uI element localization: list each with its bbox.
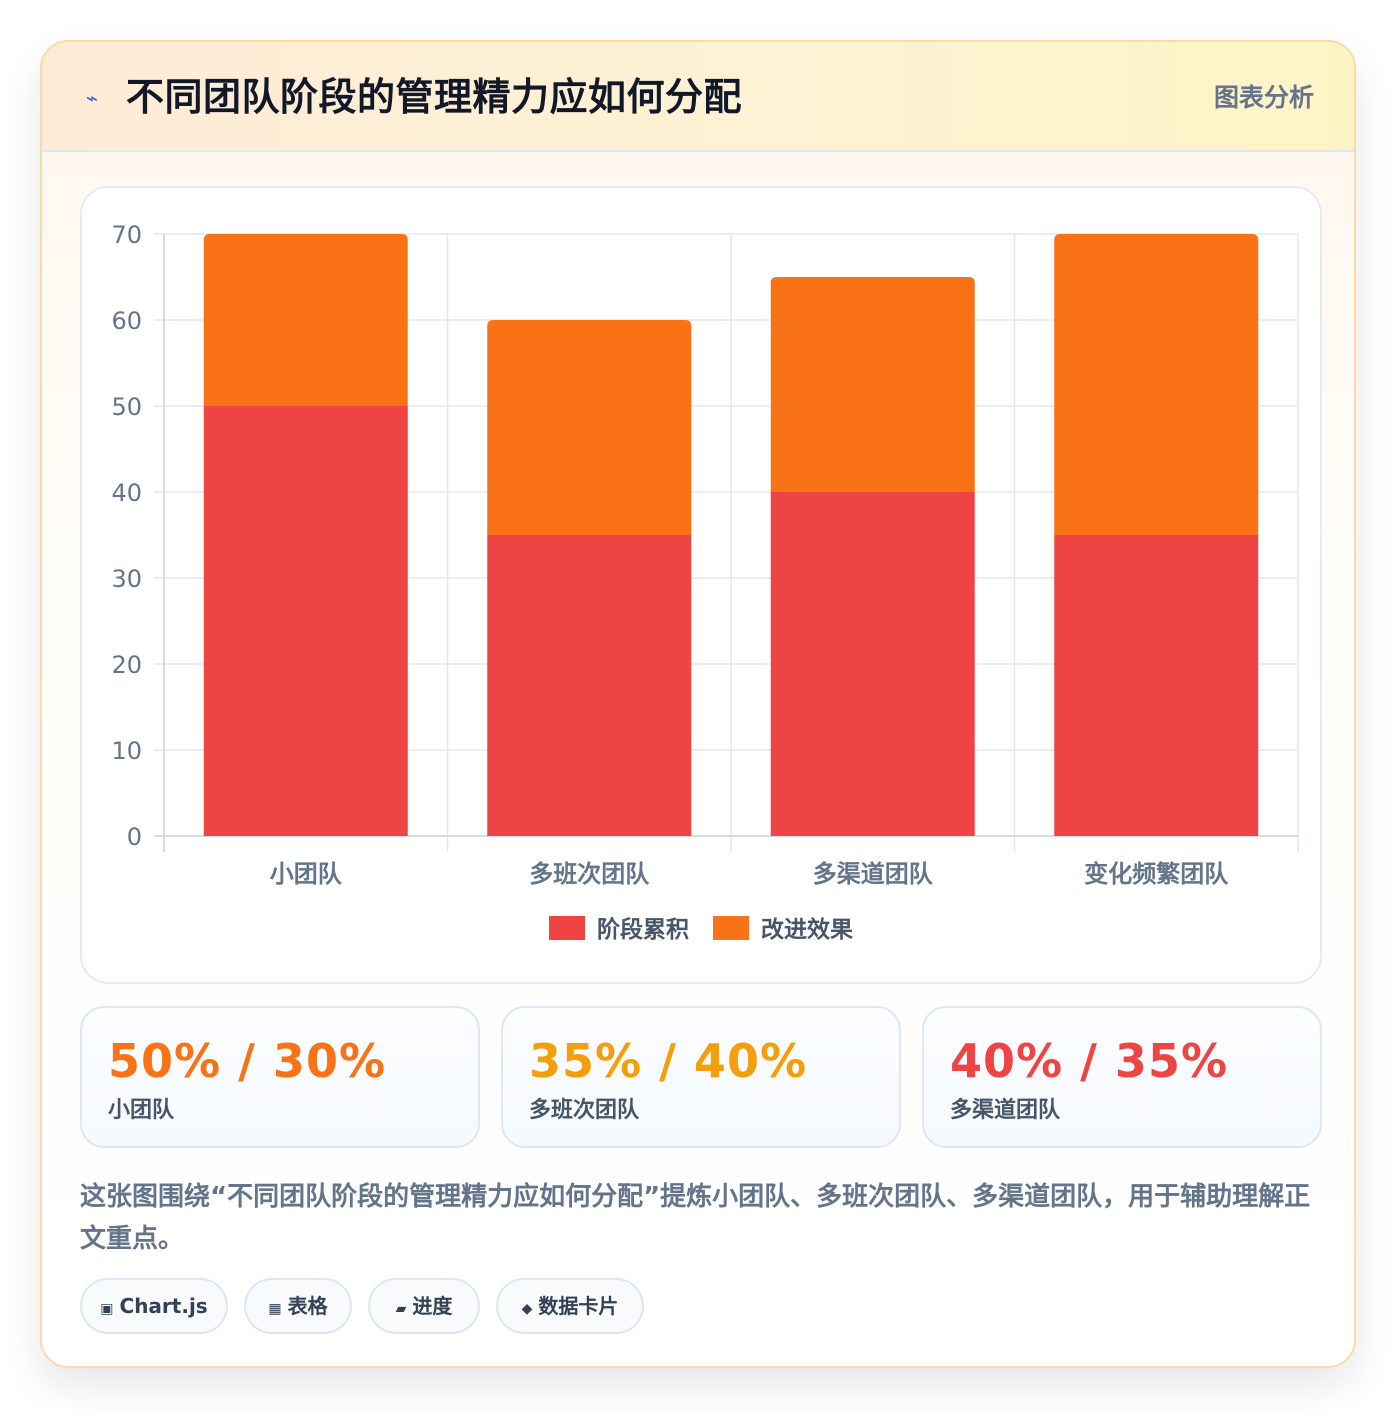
tag-chartjs[interactable]: ▣ Chart.js (80, 1278, 228, 1334)
stat-card-multi-shift-team: 35% / 40% 多班次团队 (501, 1006, 901, 1148)
page-title: 不同团队阶段的管理精力应如何分配 (126, 75, 743, 119)
tag-progress[interactable]: ▰ 进度 (368, 1278, 480, 1334)
x-tick-label: 多班次团队 (529, 860, 650, 888)
y-tick-label: 60 (111, 307, 142, 335)
y-tick-label: 50 (111, 393, 142, 421)
chip-icon: ▣ (100, 1301, 114, 1317)
tag-label: Chart.js (119, 1294, 208, 1318)
tag-table[interactable]: ▦ 表格 (244, 1278, 352, 1334)
bar-segment (1054, 234, 1259, 535)
bar-segment (203, 406, 408, 836)
chart-card: ⌁ 不同团队阶段的管理精力应如何分配 图表分析 0 10 20 30 40 50 60 70 小… (40, 40, 1356, 1368)
bar-segment (203, 234, 408, 406)
legend-label: 阶段累积 (597, 916, 689, 943)
stat-card-small-team: 50% / 30% 小团队 (80, 1006, 480, 1148)
x-tick-label: 多渠道团队 (813, 860, 934, 888)
bar-segment (487, 535, 692, 836)
stat-label: 多班次团队 (529, 1098, 640, 1123)
stat-value: 40% / 35% (950, 1034, 1229, 1088)
table-icon: ▦ (268, 1301, 282, 1317)
header-tag: 图表分析 (1213, 83, 1314, 112)
y-tick-label: 40 (111, 479, 142, 507)
x-tick-label: 变化频繁团队 (1084, 860, 1229, 888)
stat-cards: 50% / 30% 小团队 35% / 40% 多班次团队 40% / 35% … (80, 1006, 1322, 1148)
diamond-icon: ◆ (521, 1301, 533, 1317)
bar-segment (487, 320, 692, 535)
tag-label: 进度 (412, 1294, 453, 1318)
card-header: ⌁ 不同团队阶段的管理精力应如何分配 图表分析 (42, 42, 1354, 152)
chart-description: 这张图围绕“不同团队阶段的管理精力应如何分配”提炼小团队、多班次团队、多渠道团队… (80, 1182, 1311, 1254)
lightning-icon: ⌁ (86, 86, 99, 110)
chart-container: 0 10 20 30 40 50 60 70 小团队 多班次团队 多渠道团队 变化频繁团队阶段累积 改进… (80, 186, 1322, 984)
x-tick-label: 小团队 (270, 860, 343, 888)
bar-segment (1054, 535, 1259, 836)
legend-label: 改进效果 (761, 916, 853, 943)
stat-value: 35% / 40% (529, 1034, 808, 1088)
stat-label: 多渠道团队 (950, 1098, 1061, 1123)
stat-label: 小团队 (108, 1098, 175, 1123)
y-tick-label: 70 (111, 221, 142, 249)
bar-segment (770, 277, 975, 492)
stat-value: 50% / 30% (108, 1034, 387, 1088)
y-tick-label: 10 (111, 737, 142, 765)
bar-segment (770, 492, 975, 836)
y-tick-label: 0 (127, 823, 142, 851)
tag-data-card[interactable]: ◆ 数据卡片 (496, 1278, 644, 1334)
y-tick-label: 20 (111, 651, 142, 679)
tag-label: 表格 (287, 1294, 328, 1318)
legend-swatch (549, 916, 585, 940)
tag-label: 数据卡片 (538, 1294, 619, 1318)
progress-icon: ▰ (395, 1301, 407, 1317)
stat-card-multi-channel-team: 40% / 35% 多渠道团队 (922, 1006, 1322, 1148)
legend-swatch (713, 916, 749, 940)
y-tick-label: 30 (111, 565, 142, 593)
